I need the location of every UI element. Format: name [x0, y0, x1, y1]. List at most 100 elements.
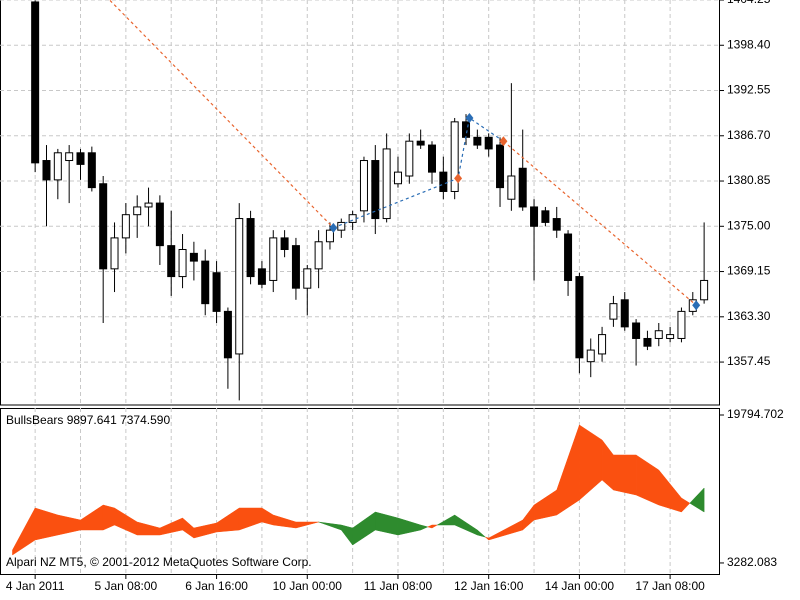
- candle-body: [484, 136, 493, 150]
- candle-body: [87, 152, 96, 189]
- candle-body: [99, 183, 108, 270]
- candle-body: [620, 299, 629, 328]
- candle-body: [393, 171, 402, 185]
- candle-body: [564, 233, 573, 281]
- candle-body: [428, 144, 436, 173]
- area-segment: [295, 521, 319, 529]
- candle-body: [189, 252, 198, 262]
- main-panel-border: [0, 0, 720, 406]
- indicator-title: BullsBears 9897.641 7374.590: [6, 413, 170, 427]
- x-tick-label: 17 Jan 08:00: [635, 579, 705, 593]
- candle-body: [462, 121, 471, 138]
- y-tick-label: 1392.55: [727, 83, 771, 97]
- candle-body: [439, 171, 448, 192]
- candle-body: [223, 310, 232, 359]
- area-segment: [216, 507, 240, 533]
- area-segment: [477, 529, 486, 538]
- candle-body: [450, 121, 459, 192]
- x-tick-label: 11 Jan 08:00: [364, 579, 433, 593]
- candle-body: [167, 245, 176, 278]
- area-segment: [556, 424, 580, 516]
- candle-body: [518, 167, 527, 208]
- x-tick-label: 4 Jan 2011: [6, 579, 65, 593]
- y-tick-label: 1386.70: [727, 128, 771, 142]
- indicator-panel: [12, 408, 705, 575]
- candle-body: [201, 260, 210, 305]
- area-segment: [420, 524, 429, 531]
- y-tick-label: 1357.45: [727, 354, 771, 368]
- candle-body: [121, 214, 130, 239]
- area-segment: [635, 454, 660, 506]
- candle-body: [382, 148, 391, 220]
- y-tick-label: 1404.25: [727, 0, 771, 6]
- area-segment: [57, 514, 81, 536]
- area-segment: [601, 439, 614, 491]
- area-segment: [454, 514, 478, 536]
- x-tick-label: 12 Jan 16:00: [454, 579, 524, 593]
- candle-body: [541, 210, 550, 223]
- candle-body: [359, 160, 368, 212]
- candle-body: [337, 221, 346, 231]
- area-segment: [375, 511, 399, 536]
- signal-arrow: [499, 136, 508, 147]
- candle-body: [666, 334, 675, 339]
- area-segment: [692, 487, 705, 513]
- candle-body: [42, 160, 51, 181]
- candle-body: [700, 279, 709, 301]
- area-segment: [12, 507, 36, 556]
- candle-body: [65, 152, 74, 162]
- candle-body: [31, 1, 40, 164]
- candle-body: [53, 152, 62, 181]
- candle-body: [507, 175, 516, 200]
- area-segment: [681, 497, 691, 513]
- candle-body: [246, 218, 255, 278]
- candle-body: [643, 337, 652, 347]
- axes: 1404.25 1398.40 1392.55 1386.70 1380.85 1375.…: [6, 0, 784, 593]
- indicator-panel-border: [0, 408, 720, 575]
- area-segment: [488, 519, 523, 541]
- candle-body: [178, 248, 187, 278]
- area-segment: [80, 504, 104, 531]
- x-tick-label: 6 Jan 16:00: [185, 579, 248, 593]
- signal-arrow: [692, 300, 701, 311]
- candle-body: [325, 229, 334, 243]
- area-segment: [579, 424, 603, 501]
- y-tick-label: 3282.083: [727, 555, 777, 569]
- candle-body: [110, 237, 119, 270]
- candle-body: [144, 202, 153, 208]
- signal-arrow: [454, 173, 463, 184]
- price-panel: [0, 0, 720, 405]
- candle-body: [133, 206, 142, 216]
- candle-body: [586, 349, 595, 363]
- area-segment: [533, 489, 557, 521]
- area-segment: [182, 517, 195, 539]
- area-segment: [273, 514, 297, 529]
- y-tick-label: 19794.702: [727, 407, 784, 421]
- y-tick-label: 1369.15: [727, 264, 771, 278]
- candle-body: [496, 144, 505, 189]
- x-tick-label: 5 Jan 08:00: [94, 579, 157, 593]
- area-segment: [352, 511, 376, 546]
- area-segment: [261, 507, 274, 526]
- y-tick-label: 1363.30: [727, 309, 771, 323]
- candle-body: [598, 334, 607, 355]
- area-segment: [436, 514, 455, 526]
- zigzag-line: [333, 116, 504, 229]
- area-segment: [522, 504, 535, 531]
- area-segment: [238, 507, 263, 531]
- candle-body: [280, 237, 289, 250]
- area-segment: [613, 454, 637, 496]
- candle-body: [552, 218, 561, 231]
- area-segment: [397, 517, 421, 536]
- area-segment: [689, 499, 694, 506]
- candle-body: [575, 276, 584, 359]
- area-segment: [341, 524, 353, 546]
- area-segment: [431, 524, 439, 529]
- y-tick-label: 1375.00: [727, 218, 771, 232]
- candle-body: [291, 245, 300, 289]
- candle-body: [155, 202, 164, 247]
- candle-body: [405, 140, 414, 177]
- candle-body: [314, 241, 323, 270]
- area-segment: [318, 521, 342, 531]
